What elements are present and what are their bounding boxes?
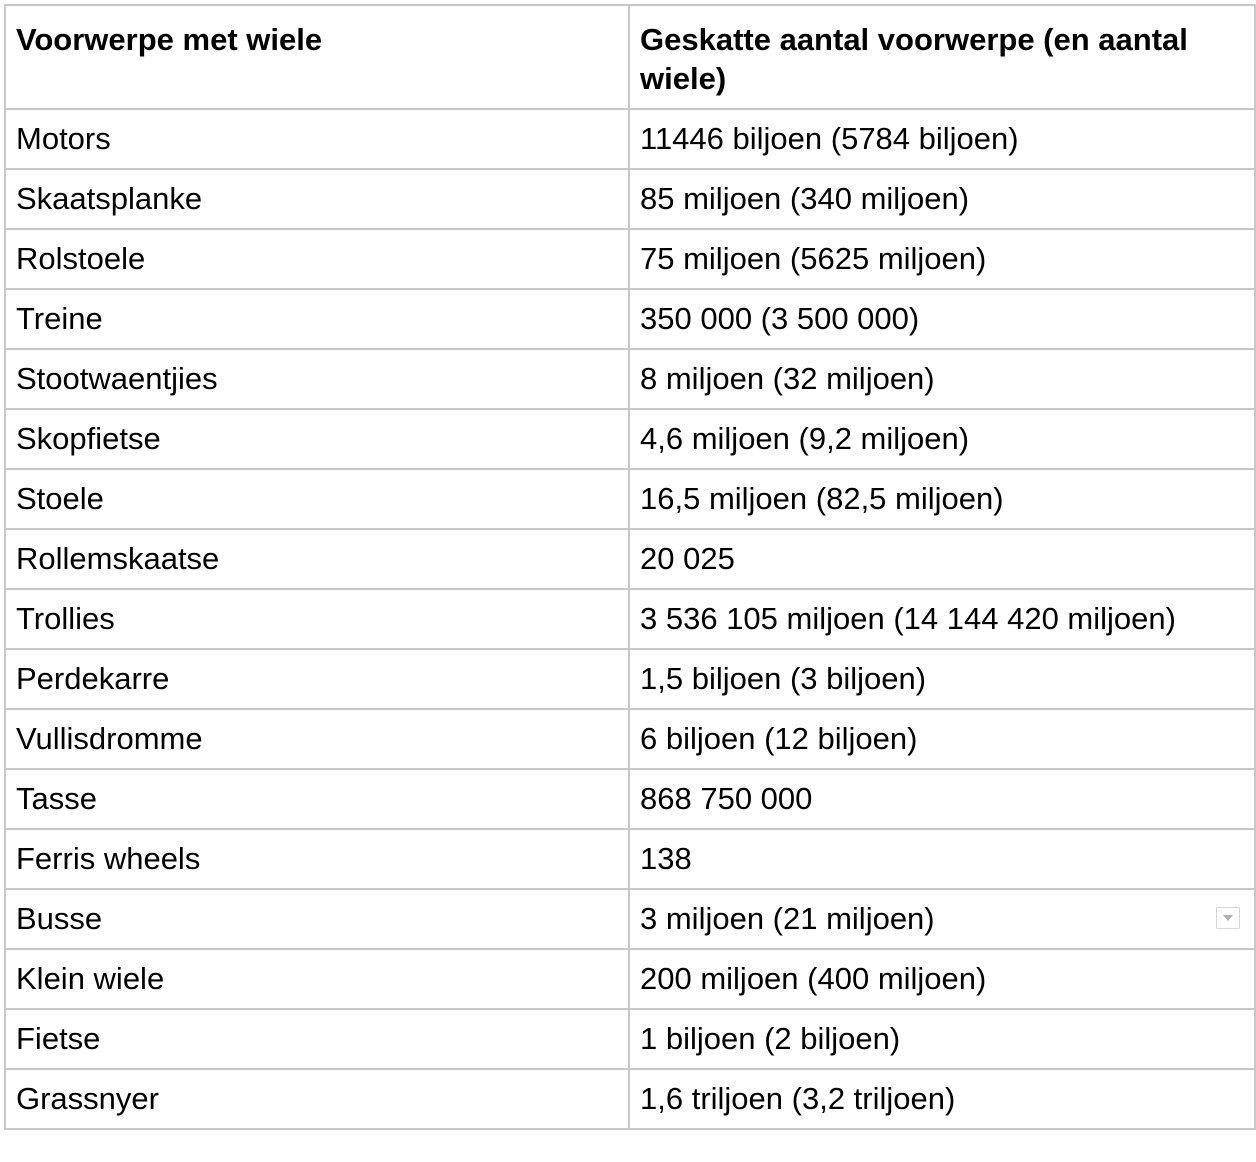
data-table-container: Voorwerpe met wiele Geskatte aantal voor… xyxy=(4,4,1256,1130)
table-row: Stoele 16,5 miljoen (82,5 miljoen) xyxy=(4,468,1256,530)
table-row: Grassnyer 1,6 triljoen (3,2 triljoen) xyxy=(4,1068,1256,1130)
cell-value[interactable]: 200 miljoen (400 miljoen) xyxy=(628,948,1256,1010)
cell-item[interactable]: Skopfietse xyxy=(4,408,630,470)
table-row: Tasse 868 750 000 xyxy=(4,768,1256,830)
cell-value[interactable]: 4,6 miljoen (9,2 miljoen) xyxy=(628,408,1256,470)
cell-item[interactable]: Stoele xyxy=(4,468,630,530)
cell-value[interactable]: 85 miljoen (340 miljoen) xyxy=(628,168,1256,230)
table-row: Ferris wheels 138 xyxy=(4,828,1256,890)
table-row: Rollemskaatse 20 025 xyxy=(4,528,1256,590)
cell-value[interactable]: 3 536 105 miljoen (14 144 420 miljoen) xyxy=(628,588,1256,650)
cell-value-wrap: 3 miljoen (21 miljoen) xyxy=(640,900,1244,938)
cell-item[interactable]: Klein wiele xyxy=(4,948,630,1010)
cell-value[interactable]: 11446 biljoen (5784 biljoen) xyxy=(628,108,1256,170)
header-objects[interactable]: Voorwerpe met wiele xyxy=(4,4,630,110)
table-row: Busse 3 miljoen (21 miljoen) xyxy=(4,888,1256,950)
cell-value[interactable]: 20 025 xyxy=(628,528,1256,590)
header-row: Voorwerpe met wiele Geskatte aantal voor… xyxy=(4,4,1256,110)
table-row: Vullisdromme 6 biljoen (12 biljoen) xyxy=(4,708,1256,770)
cell-item[interactable]: Perdekarre xyxy=(4,648,630,710)
cell-item[interactable]: Grassnyer xyxy=(4,1068,630,1130)
table-row: Klein wiele 200 miljoen (400 miljoen) xyxy=(4,948,1256,1010)
cell-item[interactable]: Tasse xyxy=(4,768,630,830)
cell-item[interactable]: Stootwaentjies xyxy=(4,348,630,410)
cell-value[interactable]: 1 biljoen (2 biljoen) xyxy=(628,1008,1256,1070)
cell-value[interactable]: 8 miljoen (32 miljoen) xyxy=(628,348,1256,410)
cell-item[interactable]: Treine xyxy=(4,288,630,350)
table-row: Rolstoele 75 miljoen (5625 miljoen) xyxy=(4,228,1256,290)
table-row: Skopfietse 4,6 miljoen (9,2 miljoen) xyxy=(4,408,1256,470)
cell-value[interactable]: 350 000 (3 500 000) xyxy=(628,288,1256,350)
cell-item[interactable]: Trollies xyxy=(4,588,630,650)
cell-value[interactable]: 6 biljoen (12 biljoen) xyxy=(628,708,1256,770)
cell-value[interactable]: 138 xyxy=(628,828,1256,890)
cell-item[interactable]: Motors xyxy=(4,108,630,170)
table-row: Skaatsplanke 85 miljoen (340 miljoen) xyxy=(4,168,1256,230)
cell-item[interactable]: Skaatsplanke xyxy=(4,168,630,230)
cell-value[interactable]: 75 miljoen (5625 miljoen) xyxy=(628,228,1256,290)
cell-value[interactable]: 16,5 miljoen (82,5 miljoen) xyxy=(628,468,1256,530)
cell-item[interactable]: Ferris wheels xyxy=(4,828,630,890)
cell-value[interactable]: 868 750 000 xyxy=(628,768,1256,830)
cell-item[interactable]: Busse xyxy=(4,888,630,950)
cell-item[interactable]: Fietse xyxy=(4,1008,630,1070)
cell-value[interactable]: 1,5 biljoen (3 biljoen) xyxy=(628,648,1256,710)
cell-value: 3 miljoen (21 miljoen) xyxy=(640,901,935,936)
header-estimate[interactable]: Geskatte aantal voorwerpe (en aantal wie… xyxy=(628,4,1256,110)
cell-value-with-dropdown[interactable]: 3 miljoen (21 miljoen) xyxy=(628,888,1256,950)
cell-item[interactable]: Rolstoele xyxy=(4,228,630,290)
table-row: Motors 11446 biljoen (5784 biljoen) xyxy=(4,108,1256,170)
table-row: Perdekarre 1,5 biljoen (3 biljoen) xyxy=(4,648,1256,710)
cell-item[interactable]: Vullisdromme xyxy=(4,708,630,770)
wheels-table: Voorwerpe met wiele Geskatte aantal voor… xyxy=(4,4,1256,1130)
table-row: Fietse 1 biljoen (2 biljoen) xyxy=(4,1008,1256,1070)
table-row: Trollies 3 536 105 miljoen (14 144 420 m… xyxy=(4,588,1256,650)
table-row: Stootwaentjies 8 miljoen (32 miljoen) xyxy=(4,348,1256,410)
table-row: Treine 350 000 (3 500 000) xyxy=(4,288,1256,350)
cell-value[interactable]: 1,6 triljoen (3,2 triljoen) xyxy=(628,1068,1256,1130)
chevron-down-icon[interactable] xyxy=(1216,907,1240,929)
cell-item[interactable]: Rollemskaatse xyxy=(4,528,630,590)
